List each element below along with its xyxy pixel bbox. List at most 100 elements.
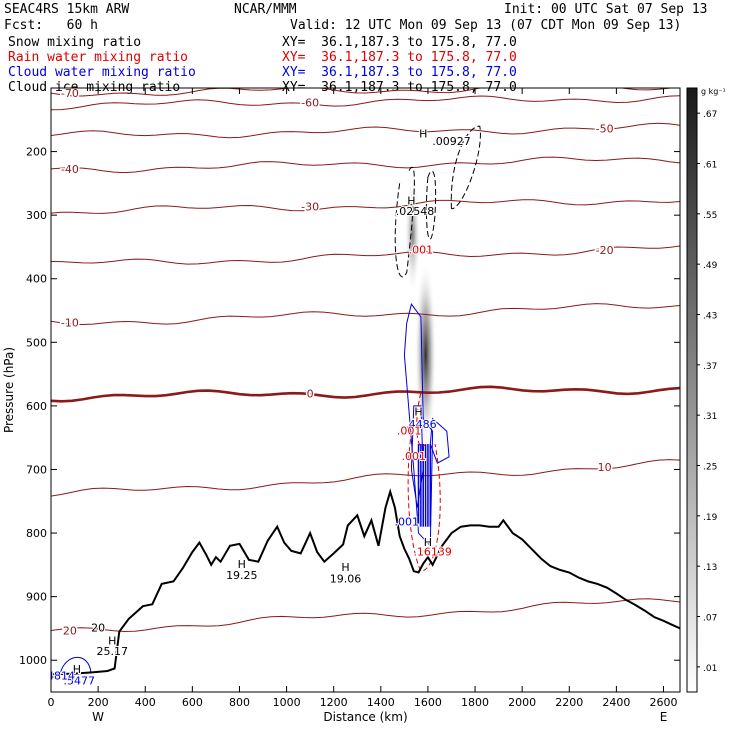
contour-annotation: 25.17 — [97, 645, 129, 658]
x-tick-label: 1800 — [461, 696, 489, 709]
isotherm-contour — [51, 245, 680, 265]
contour-label: -20 — [596, 244, 614, 257]
x-tick-label: 2400 — [602, 696, 630, 709]
contour-annotation: H — [108, 634, 116, 647]
colorbar-tick-label: .01 — [703, 664, 717, 674]
isotherm-contour — [51, 199, 680, 214]
y-tick-label: 700 — [26, 463, 47, 476]
colorbar-tick-label: .31 — [703, 412, 717, 422]
contour-annotation: .001 — [402, 450, 427, 463]
contour-label: 0 — [307, 388, 314, 401]
west-label: W — [92, 710, 104, 724]
colorbar-tick-label: .19 — [703, 513, 718, 523]
isotherm-contour — [51, 459, 680, 497]
contour-annotation: .4814 — [43, 669, 75, 682]
contour-annotation: .4486 — [405, 418, 437, 431]
isotherm-contour — [51, 598, 680, 633]
y-tick-label: 800 — [26, 527, 47, 540]
field-xy-rain: XY= 36.1,187.3 to 175.8, 77.0 — [282, 50, 517, 65]
x-tick-label: 2000 — [508, 696, 536, 709]
field-xy-cloud-water: XY= 36.1,187.3 to 175.8, 77.0 — [282, 65, 517, 80]
colorbar-tick-label: .61 — [703, 161, 717, 171]
x-tick-label: 2600 — [650, 696, 678, 709]
isotherm-contour — [51, 88, 679, 97]
contour-annotation: H — [424, 536, 432, 549]
snow-contour — [425, 170, 437, 240]
y-tick-label: 600 — [26, 400, 47, 413]
contour-annotation: H — [341, 561, 349, 574]
field-label-cloud-water: Cloud water mixing ratio — [8, 65, 196, 80]
colorbar-tick-label: .49 — [703, 261, 718, 271]
contour-label: 10 — [598, 461, 612, 474]
colorbar: .01 .07 .13 .19 .25 .31 .37 .43 .49 .55 .61 .67 g kg… — [686, 87, 726, 693]
contour-annotation: .00927 — [432, 135, 471, 148]
colorbar-tick-label: .25 — [703, 463, 717, 473]
plot-frame — [50, 87, 681, 693]
contour-annotation: 19.06 — [330, 573, 362, 586]
cloud-water-contour — [59, 656, 92, 674]
contour-annotation: .001 — [397, 425, 422, 438]
contour-annotation: 20 — [91, 622, 105, 635]
colorbar-scale — [686, 87, 698, 693]
cloud-water-contour — [403, 303, 434, 548]
contour-label: -30 — [301, 201, 319, 214]
snow-shading — [414, 260, 437, 451]
x-tick-label: 2200 — [555, 696, 583, 709]
contour-annotation: .001 — [394, 515, 419, 528]
x-tick-label: 400 — [135, 696, 156, 709]
x-tick-label: 600 — [182, 696, 203, 709]
y-tick-label: 300 — [26, 209, 47, 222]
y-tick-label: 1000 — [19, 654, 47, 667]
contour-annotation: .001 — [409, 243, 434, 256]
x-tick-label: 800 — [229, 696, 250, 709]
colorbar-tick-label: .67 — [703, 110, 717, 120]
x-axis-label: Distance (km) — [323, 710, 407, 724]
x-tick-label: 1400 — [367, 696, 395, 709]
contour-annotation: H — [407, 194, 415, 207]
ice-contour — [450, 125, 481, 210]
isotherm-contour — [51, 95, 680, 111]
x-tick-label: 200 — [88, 696, 109, 709]
field-xy-snow: XY= 36.1,187.3 to 175.8, 77.0 — [282, 35, 517, 50]
y-axis-label: Pressure (hPa) — [2, 347, 16, 433]
x-tick-label: 1200 — [320, 696, 348, 709]
isotherm-contour — [51, 156, 680, 174]
colorbar-tick-label: .13 — [703, 563, 717, 573]
contour-annotation: .5477 — [64, 674, 96, 687]
colorbar-tick-label: .37 — [703, 362, 717, 372]
terrain-line — [51, 488, 680, 676]
contour-annotation: .02548 — [396, 205, 435, 218]
model-title: SEAC4RS 15km ARW — [4, 2, 130, 17]
rain-water-contour — [407, 431, 441, 572]
forecast-hour: Fcst: 60 h — [4, 18, 98, 33]
colorbar-units: g kg⁻¹ — [701, 87, 726, 96]
contour-annotation: .16139 — [413, 545, 452, 558]
producer-label: NCAR/MMM — [234, 2, 297, 17]
contour-annotation: H — [419, 128, 427, 141]
colorbar-tick-label: .55 — [703, 211, 717, 221]
x-tick-label: 1000 — [273, 696, 301, 709]
cloud-water-contour — [429, 417, 450, 464]
field-label-snow: Snow mixing ratio — [8, 35, 142, 50]
contour-label: -70 — [61, 87, 79, 100]
contour-label: 20 — [63, 625, 77, 638]
snow-contour — [394, 167, 415, 278]
contour-label: -50 — [596, 122, 614, 135]
contour-annotation: H — [73, 663, 81, 676]
contour-annotation: H — [238, 558, 246, 571]
y-tick-label: 500 — [26, 336, 47, 349]
contour-label: -40 — [61, 163, 79, 176]
field-label-rain: Rain water mixing ratio — [8, 50, 189, 65]
x-tick-label: 0 — [48, 696, 55, 709]
isotherm-contour — [51, 303, 680, 326]
contour-label: -60 — [301, 96, 319, 109]
y-tick-label: 900 — [26, 591, 47, 604]
isotherm-contour — [51, 385, 680, 403]
contour-annotation: H — [414, 405, 422, 418]
contour-annotation: 19.25 — [226, 569, 258, 582]
x-tick-label: 1600 — [414, 696, 442, 709]
rain-water-contour — [416, 393, 426, 447]
valid-time: Valid: 12 UTC Mon 09 Sep 13 (07 CDT Mon … — [290, 18, 682, 33]
y-tick-label: 200 — [26, 146, 47, 159]
